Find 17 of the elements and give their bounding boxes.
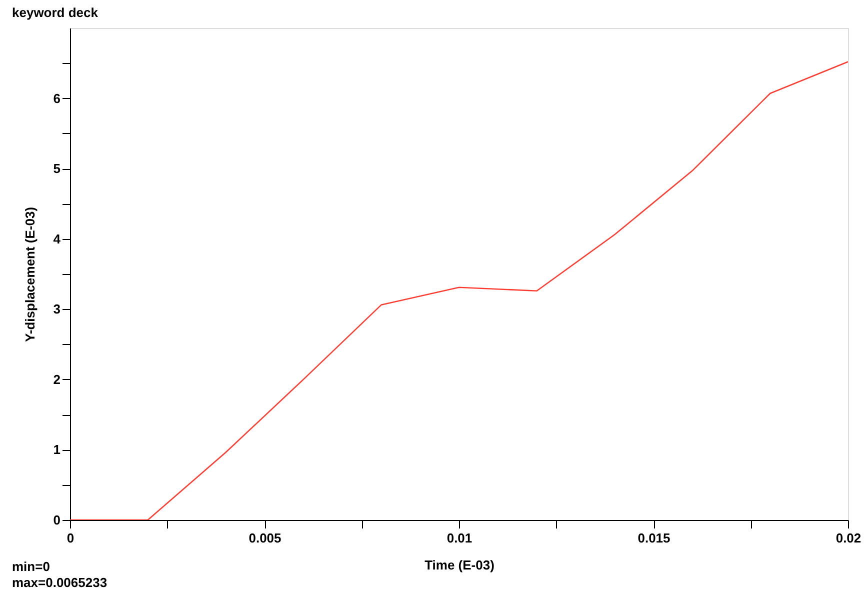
x-tick-label: 0.015 [638, 530, 670, 546]
y-tick-label: 3 [53, 302, 60, 317]
x-tick-label: 0 [66, 530, 74, 546]
y-tick-label: 1 [53, 442, 60, 458]
y-tick-label: 2 [53, 372, 60, 387]
y-tick-label: 5 [53, 161, 60, 176]
y-tick-label: 0 [53, 512, 60, 528]
x-axis-title: Time (E-03) [424, 558, 494, 572]
y-axis-title: Y-displacement (E-03) [22, 206, 38, 342]
y-tick-label: 4 [53, 231, 62, 246]
text: min=0 [12, 559, 50, 574]
y-tick-label: 6 [53, 90, 60, 106]
text: max=0.0065233 [12, 575, 108, 590]
x-tick-label: 0.01 [446, 530, 472, 546]
chart-title: keyword deck [12, 5, 99, 20]
x-tick-label: 0.005 [248, 530, 282, 546]
x-tick-label: 0.02 [836, 530, 862, 546]
